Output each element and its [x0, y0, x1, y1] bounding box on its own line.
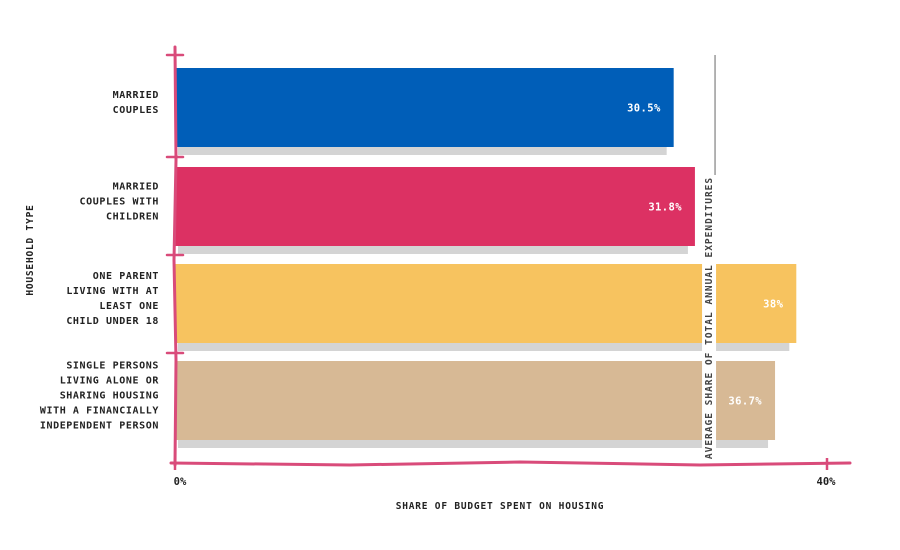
- x-axis-line: [169, 460, 852, 467]
- reference-line-label: AVERAGE SHARE OF TOTAL ANNUAL EXPENDITUR…: [704, 177, 715, 459]
- bar: [175, 167, 695, 246]
- bars-layer: [175, 68, 797, 448]
- bar-shadow: [178, 147, 667, 155]
- category-label: ONE PARENT LIVING WITH AT LEAST ONE CHILD U…: [66, 271, 159, 327]
- x-tick-label-max: 40%: [817, 476, 837, 488]
- category-label: MARRIED COUPLES WITH CHILDREN: [80, 182, 159, 223]
- bar-shadow: [178, 343, 790, 351]
- x-tick-label-min: 0%: [174, 476, 187, 488]
- axes-layer: [165, 45, 852, 470]
- bar: [175, 264, 797, 343]
- bar-shadow: [178, 246, 688, 254]
- bar: [175, 68, 674, 147]
- bar-shadow: [178, 440, 769, 448]
- bar-value-label: 31.8%: [648, 202, 682, 214]
- category-label: SINGLE PERSONS LIVING ALONE OR SHARING HOU…: [40, 361, 160, 432]
- x-axis-title: SHARE OF BUDGET SPENT ON HOUSING: [396, 501, 605, 512]
- reference-line-layer: AVERAGE SHARE OF TOTAL ANNUAL EXPENDITUR…: [702, 55, 717, 462]
- labels-layer: 30.5% MARRIED COUPLES 31.8% MARRIED COUPLES W…: [40, 90, 783, 432]
- reference-label-background: [702, 175, 717, 462]
- category-label: MARRIED COUPLES: [113, 90, 159, 116]
- bar-value-label: 38%: [763, 299, 783, 311]
- y-axis-line: [172, 45, 178, 467]
- bar-value-label: 36.7%: [728, 396, 762, 408]
- y-axis-title: HOUSEHOLD TYPE: [25, 204, 36, 295]
- bar: [175, 361, 776, 440]
- bar-value-label: 30.5%: [627, 103, 661, 115]
